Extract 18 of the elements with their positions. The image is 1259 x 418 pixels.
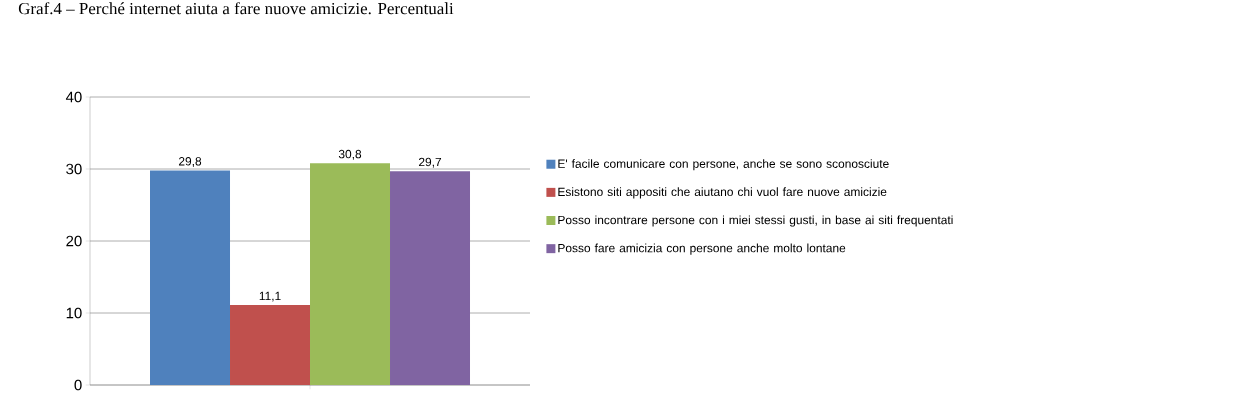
bar — [150, 170, 231, 385]
y-tick-label: 40 — [65, 91, 82, 103]
legend-label: Posso fare amicizia con persone anche molto lontane — [558, 243, 846, 255]
y-tick-label: 10 — [66, 307, 82, 319]
y-tick-label: 30 — [66, 163, 82, 175]
data-label: 29,7 — [418, 157, 442, 168]
chart-title: Graf.4 – Perché internet aiuta a fare nuove amicizie. Percentuali — [18, 2, 454, 15]
legend-label: Posso incontrare persone con i miei stessi gusti, in base ai siti frequentati — [558, 215, 953, 227]
data-label: 30,8 — [338, 149, 362, 160]
bar — [230, 305, 311, 385]
y-tick-label: 20 — [66, 235, 82, 247]
legend-label: E' facile comunicare con persone, anche se sono sconosciute — [558, 159, 889, 171]
legend-label: Esistono siti appositi che aiutano chi vuol fare nuove amicizie — [558, 187, 887, 199]
bar — [310, 163, 391, 385]
bar — [390, 171, 471, 385]
data-label: 11,1 — [259, 291, 281, 302]
data-label: 29,8 — [178, 157, 202, 167]
y-tick-label: 0 — [74, 379, 82, 391]
